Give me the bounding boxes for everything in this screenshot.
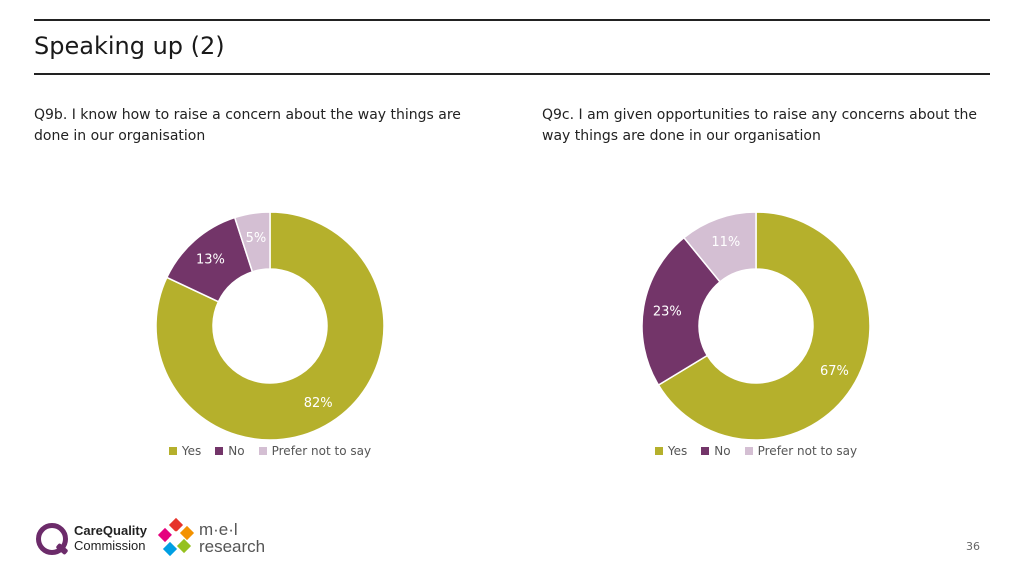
donut-slice-no: [641, 236, 722, 387]
top-rule: [34, 19, 990, 21]
legend-q9b: Yes No Prefer not to say: [120, 444, 420, 458]
legend-label-yes: Yes: [181, 444, 202, 458]
legend-swatch-no: [215, 447, 224, 455]
donut-svg-q9b: 82% 13% 5%: [155, 211, 385, 440]
donut-chart-q9c: 67% 23% 11% Yes No Prefer not to say: [606, 200, 906, 470]
title-underline: [34, 73, 990, 75]
legend-label-no: No: [714, 444, 731, 458]
data-label-prefer-not-to-say: 11%: [711, 235, 740, 250]
mel-logo-line1: m·e·l: [198, 520, 238, 539]
donut-slice-prefer-not-to-say: [682, 211, 757, 283]
mel-star-icon: [157, 517, 195, 557]
legend-item-prefer-not-to-say: Prefer not to say: [258, 444, 372, 458]
donut-slice-prefer-not-to-say: [233, 211, 271, 273]
chart-title-q9c: Q9c. I am given opportunities to raise a…: [542, 107, 977, 144]
legend-label-yes: Yes: [667, 444, 688, 458]
legend-item-yes: Yes: [168, 444, 202, 458]
data-label-prefer-not-to-say: 5%: [246, 231, 267, 246]
legend-label-prefer-not-to-say: Prefer not to say: [271, 444, 372, 458]
legend-swatch-yes: [168, 447, 177, 455]
footer-logos: CareQuality Commission m·e·l research: [34, 517, 266, 557]
data-label-yes: 67%: [820, 364, 849, 379]
data-label-yes: 82%: [304, 396, 333, 411]
donut-chart-q9b: 82% 13% 5% Yes No Prefer not to say: [120, 200, 420, 470]
legend-swatch-prefer-not-to-say: [744, 447, 753, 455]
legend-item-prefer-not-to-say: Prefer not to say: [744, 444, 858, 458]
mel-logo-line2: research: [198, 537, 266, 556]
legend-label-prefer-not-to-say: Prefer not to say: [757, 444, 858, 458]
page-title: Speaking up (2): [34, 32, 225, 60]
data-label-no: 13%: [196, 252, 225, 267]
legend-item-no: No: [215, 444, 245, 458]
cqc-logo: CareQuality Commission: [34, 521, 147, 556]
legend-item-yes: Yes: [654, 444, 688, 458]
legend-label-no: No: [228, 444, 245, 458]
chart-title-q9b: Q9b. I know how to raise a concern about…: [34, 107, 461, 144]
cqc-logo-line1: CareQuality: [74, 523, 147, 538]
donut-slice-yes: [155, 211, 385, 440]
legend-swatch-no: [701, 447, 710, 455]
page-number: 36: [966, 540, 980, 553]
cqc-q-icon: [34, 521, 69, 556]
legend-q9c: Yes No Prefer not to say: [606, 444, 906, 458]
donut-svg-q9c: 67% 23% 11%: [641, 211, 871, 440]
cqc-logo-line2: Commission: [74, 538, 146, 553]
legend-item-no: No: [701, 444, 731, 458]
mel-research-logo: m·e·l research: [157, 517, 266, 557]
donut-slice-yes: [657, 211, 871, 440]
data-label-no: 23%: [653, 305, 682, 320]
legend-swatch-yes: [654, 447, 663, 455]
legend-swatch-prefer-not-to-say: [258, 447, 267, 455]
